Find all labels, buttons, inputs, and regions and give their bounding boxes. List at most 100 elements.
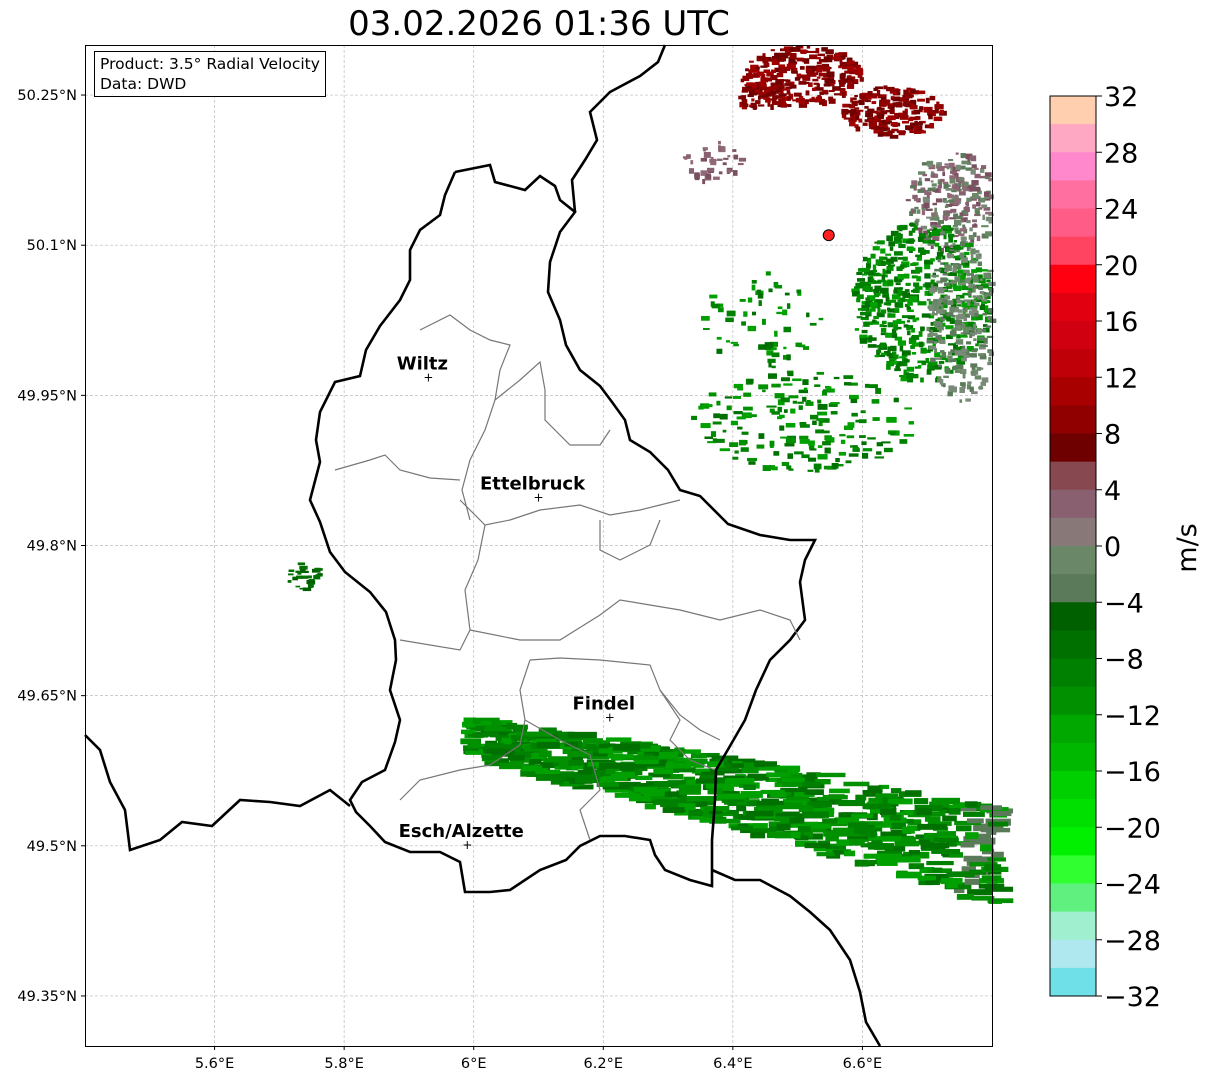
radar-echo [886, 364, 891, 370]
radar-echo [802, 781, 821, 787]
radar-echo [933, 321, 941, 326]
radar-echo [952, 281, 957, 288]
radar-echo [904, 289, 910, 292]
radar-echo [864, 383, 870, 388]
radar-echo [893, 397, 899, 403]
radar-echo [919, 106, 924, 111]
radar-echo [985, 325, 992, 328]
radar-echo [877, 260, 886, 266]
radar-echo [971, 896, 995, 901]
radar-echo [910, 99, 917, 106]
radar-echo [558, 760, 572, 767]
canton-border [334, 454, 461, 481]
radar-echo [880, 96, 887, 102]
radar-echo [732, 396, 742, 399]
radar-echo [907, 315, 916, 320]
radar-echo [925, 287, 932, 291]
radar-echo [798, 98, 805, 105]
radar-echo [702, 178, 706, 185]
radar-echo [966, 197, 972, 202]
radar-echo [703, 806, 730, 812]
radar-echo [952, 264, 959, 268]
radar-echo [895, 871, 922, 879]
radar-echo [817, 53, 825, 57]
radar-echo [963, 299, 972, 302]
radar-echo [890, 256, 898, 262]
radar-echo [813, 82, 819, 85]
radar-echo [926, 193, 930, 198]
radar-echo [980, 296, 984, 300]
colorbar-bin [1050, 517, 1096, 547]
radar-echo [887, 264, 896, 267]
radar-echo [894, 302, 899, 308]
radar-echo [875, 853, 902, 861]
radar-echo [906, 320, 911, 323]
radar-echo [934, 303, 938, 310]
radar-echo [865, 311, 872, 317]
radar-echo [982, 312, 987, 316]
radar-echo [893, 856, 921, 863]
radar-echo [679, 787, 701, 795]
colorbar-tick-label: −28 [1104, 926, 1161, 957]
radar-echo [800, 49, 807, 54]
radar-echo [929, 217, 936, 221]
radar-echo [538, 769, 561, 774]
radar-echo [911, 275, 918, 279]
radar-echo [964, 241, 968, 245]
radar-echo [851, 291, 860, 297]
radar-echo [980, 858, 996, 865]
radar-echo [970, 248, 976, 255]
radar-echo [805, 401, 814, 406]
radar-echo [572, 784, 594, 790]
radar-echo [889, 361, 898, 365]
radar-echo [898, 257, 907, 260]
radar-echo [773, 95, 779, 98]
radar-echo [927, 290, 931, 296]
radar-echo [902, 110, 908, 116]
radar-echo [892, 102, 902, 107]
radar-echo [843, 781, 870, 787]
radar-echo [306, 579, 311, 584]
radar-echo [288, 569, 295, 572]
radar-echo [964, 260, 970, 266]
radar-echo [710, 156, 714, 161]
radar-echo [851, 813, 873, 818]
radar-echo [905, 199, 911, 202]
radar-echo [846, 76, 856, 80]
radar-echo [842, 103, 851, 108]
radar-echo [987, 315, 994, 321]
radar-echo [884, 274, 888, 278]
radar-echo [963, 269, 970, 274]
radar-echo [738, 814, 761, 820]
radar-echo [942, 181, 949, 185]
radar-echo [911, 328, 915, 333]
radar-echo [878, 127, 886, 130]
radar-echo [875, 299, 883, 304]
radar-echo [874, 354, 879, 358]
radar-echo [909, 88, 913, 94]
radar-echo [943, 282, 951, 287]
radar-echo [852, 97, 857, 100]
radar-echo [925, 97, 930, 104]
radar-echo [722, 429, 727, 433]
radar-echo [963, 316, 968, 322]
radar-echo [930, 337, 940, 343]
radar-echo [964, 326, 972, 330]
radar-echo [598, 762, 628, 769]
radar-echo [962, 210, 966, 214]
colorbar-tick-label: 24 [1104, 195, 1138, 226]
radar-echo [762, 389, 766, 393]
radar-echo [971, 307, 978, 314]
radar-echo [973, 223, 977, 227]
radar-echo [921, 162, 930, 166]
radar-echo [872, 264, 877, 271]
radar-echo [698, 405, 704, 410]
radar-echo [700, 157, 708, 162]
radar-echo [880, 248, 886, 254]
radar-echo [611, 753, 624, 761]
radar-echo [926, 326, 930, 332]
radar-echo [768, 86, 777, 90]
radar-echo [564, 741, 578, 747]
radar-echo [288, 573, 294, 576]
radar-echo [812, 67, 819, 72]
